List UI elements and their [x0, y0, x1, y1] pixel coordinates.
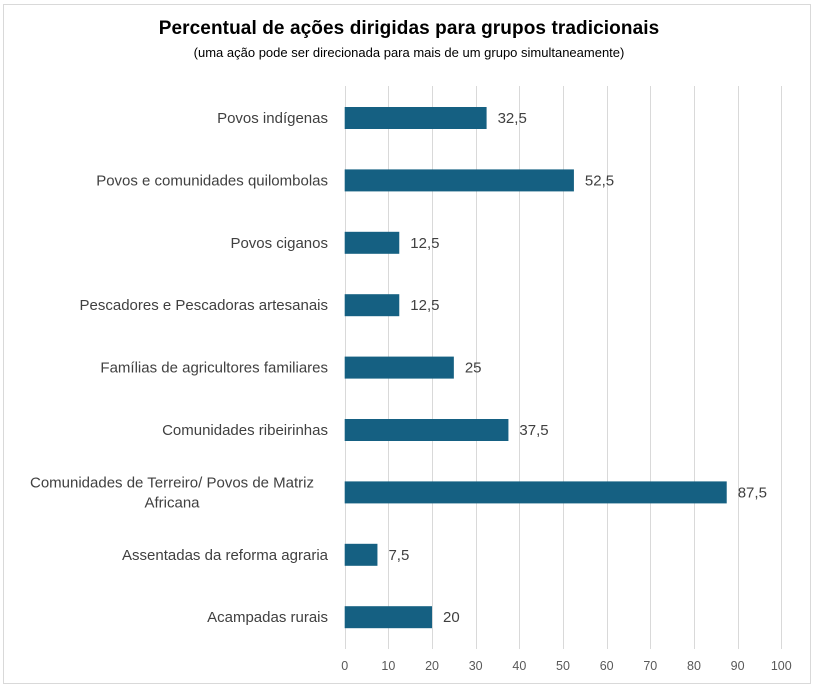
x-tick-label: 40: [512, 659, 526, 673]
category-label: Povos e comunidades quilombolas: [96, 172, 328, 189]
category-label: Assentadas da reforma agraria: [122, 547, 329, 564]
category-labels: Povos indígenas Povos e comunidades quilo…: [30, 110, 329, 626]
data-label: 87,5: [738, 484, 767, 501]
bars: [344, 107, 727, 629]
category-label: Pescadores e Pescadoras artesanais: [80, 297, 328, 314]
category-label: Comunidades de Terreiro/ Povos de Matriz…: [30, 474, 314, 511]
category-label: Povos indígenas: [217, 110, 328, 127]
data-labels: 32,5 52,5 12,5 12,5 25 37,5 87,5 7,5 20: [388, 110, 766, 626]
bar: [344, 356, 454, 379]
x-tick-label: 20: [425, 659, 439, 673]
x-tick-label: 50: [556, 659, 570, 673]
x-axis-tick-labels: 0 10 20 30 40 50 60 70 80 90 100: [341, 659, 792, 673]
x-tick-label: 60: [600, 659, 614, 673]
x-tick-label: 90: [731, 659, 745, 673]
x-tick-label: 30: [469, 659, 483, 673]
data-label: 25: [465, 360, 482, 377]
bar: [344, 294, 400, 317]
data-label: 12,5: [410, 235, 439, 252]
bar: [344, 606, 433, 629]
chart-subtitle: (uma ação pode ser direcionada para mais…: [193, 45, 625, 60]
bar: [344, 481, 727, 504]
bar: [344, 543, 378, 566]
bar: [344, 419, 509, 441]
category-label: Comunidades ribeirinhas: [162, 422, 328, 439]
x-tick-label: 80: [687, 659, 701, 673]
x-tick-label: 0: [341, 659, 348, 673]
data-label: 37,5: [519, 422, 548, 439]
category-label: Acampadas rurais: [207, 609, 328, 626]
category-label: Povos ciganos: [230, 235, 328, 252]
chart-title: Percentual de ações dirigidas para grupo…: [158, 18, 660, 39]
x-tick-label: 70: [643, 659, 657, 673]
data-label: 20: [443, 609, 460, 626]
category-label: Famílias de agricultores familiares: [100, 360, 328, 377]
bar: [344, 169, 574, 192]
x-tick-label: 100: [771, 659, 792, 673]
x-tick-label: 10: [381, 659, 395, 673]
data-label: 32,5: [498, 110, 527, 127]
data-label: 12,5: [410, 297, 439, 314]
data-label: 7,5: [388, 547, 409, 564]
bar: [344, 231, 400, 254]
bar: [344, 107, 487, 129]
data-label: 52,5: [585, 172, 614, 189]
